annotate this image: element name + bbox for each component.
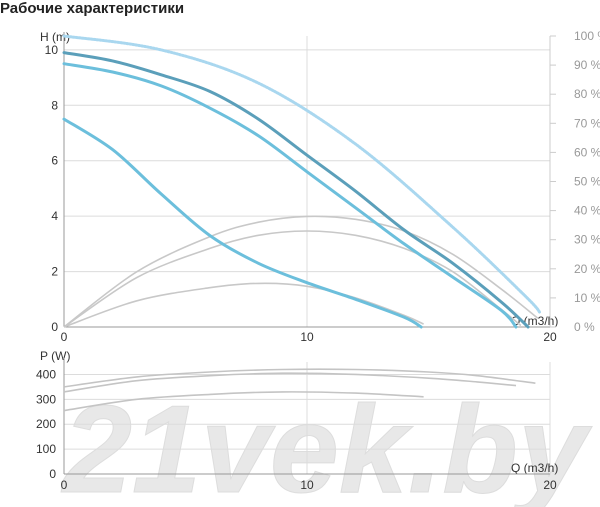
head-curve (62, 117, 423, 329)
power-axis-label: P (W) (40, 349, 70, 363)
head-axis-label: H (m) (40, 30, 70, 44)
efficiency-tick-label: 10 % (574, 291, 600, 305)
flow-axis-label-top: Q (m3/h) (511, 314, 558, 328)
efficiency-tick-label: 0 % (574, 320, 595, 334)
efficiency-tick-label: 100 % (574, 29, 600, 43)
head-curves (62, 34, 542, 329)
head-chart-axes: H (m) Q (m3/h) 0 2 4 6 8 10 0 10 20 0 % 10 % 20 % 30… (40, 29, 600, 344)
efficiency-tick-label: 50 % (574, 175, 600, 189)
efficiency-curve (63, 215, 539, 328)
efficiency-tick-label: 20 % (574, 262, 600, 276)
head-tick-label: 4 (51, 209, 58, 223)
watermark: 21vek.by (61, 381, 593, 507)
efficiency-tick-label: 30 % (574, 233, 600, 247)
efficiency-tick-label: 70 % (574, 116, 600, 130)
efficiency-tick-label: 80 % (574, 87, 600, 101)
efficiency-tick-label: 40 % (574, 204, 600, 218)
power-tick-label: 400 (36, 367, 56, 381)
power-flow-tick-label: 20 (543, 478, 557, 492)
flow-tick-label: 0 (61, 330, 68, 344)
efficiency-tick-label: 90 % (574, 58, 600, 72)
chart-title: Рабочие характеристики (0, 0, 185, 17)
head-tick-label: 8 (51, 98, 58, 112)
flow-tick-label: 10 (300, 330, 314, 344)
efficiency-tick-label: 60 % (574, 145, 600, 159)
power-tick-label: 100 (36, 442, 56, 456)
head-tick-label: 10 (45, 43, 59, 57)
efficiency-curves (63, 215, 539, 328)
power-tick-label: 300 (36, 392, 56, 406)
head-curve (62, 34, 542, 315)
head-tick-label: 2 (51, 265, 58, 279)
efficiency-curve (63, 230, 522, 328)
power-curve (63, 372, 517, 393)
power-curve (63, 368, 536, 388)
power-flow-tick-label: 0 (61, 478, 68, 492)
power-tick-label: 200 (36, 417, 56, 431)
power-flow-tick-label: 10 (300, 478, 314, 492)
power-chart-axes: P (W) Q (m3/h) 0 100 200 300 400 0 10 20 (36, 349, 558, 492)
power-tick-label: 0 (49, 467, 56, 481)
flow-axis-label-bottom: Q (m3/h) (511, 461, 558, 475)
efficiency-curve (63, 282, 424, 328)
power-curves (63, 368, 536, 412)
head-curve (62, 62, 518, 329)
power-curve (63, 391, 424, 412)
head-curve (62, 51, 530, 329)
flow-tick-label: 20 (543, 330, 557, 344)
head-tick-label: 6 (51, 154, 58, 168)
head-tick-label: 0 (51, 320, 58, 334)
